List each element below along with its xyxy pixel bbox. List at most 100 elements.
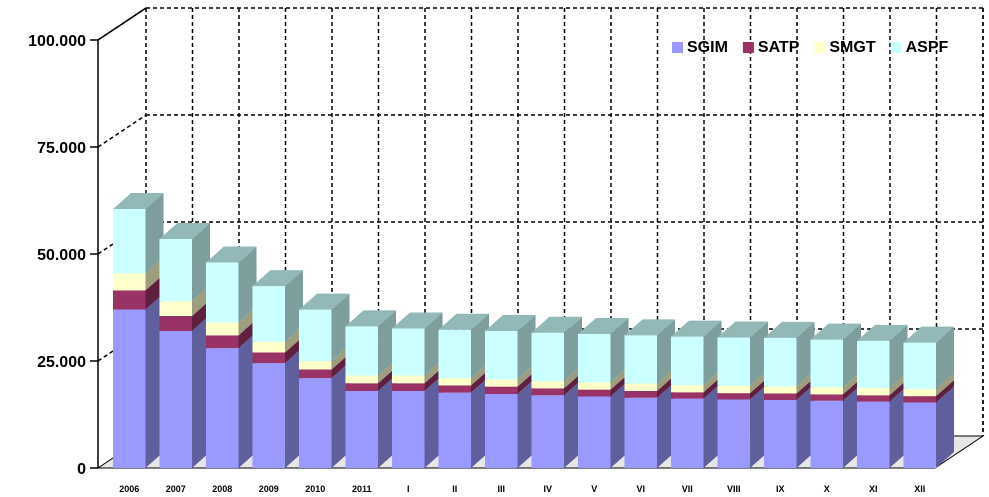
bar-front <box>252 341 286 353</box>
bar-top <box>763 321 815 338</box>
bar-front <box>112 290 146 310</box>
bar-front <box>856 387 890 396</box>
bar-side <box>750 383 769 468</box>
bar-aspf <box>577 318 629 383</box>
bar-side <box>285 336 304 364</box>
x-tick-label: 2008 <box>212 484 232 494</box>
bar-side <box>471 362 490 386</box>
bar-side <box>145 257 164 291</box>
legend-label: SATP <box>758 39 800 56</box>
bar-sgim <box>484 377 536 468</box>
bar-sgim <box>577 380 629 468</box>
bar-front <box>298 378 332 468</box>
bar-front <box>577 389 611 397</box>
bar-aspf <box>205 246 257 323</box>
bar-front <box>763 386 797 394</box>
bar-satp <box>763 377 815 400</box>
bar-smgt <box>345 359 397 384</box>
x-tick-label: 2006 <box>119 484 139 494</box>
bar-smgt <box>298 345 350 370</box>
bar-aspf <box>856 324 908 388</box>
bar-smgt <box>205 306 257 336</box>
bar-front <box>112 309 146 468</box>
chart-legend: SGIM SATP SMGT ASPF <box>672 39 948 56</box>
bar-front <box>298 361 332 370</box>
bar-sgim <box>624 381 676 468</box>
bar-smgt <box>670 368 722 393</box>
bar-side <box>936 380 955 403</box>
bar-side <box>610 366 629 390</box>
bar-front <box>531 388 565 396</box>
bar-side <box>843 323 862 388</box>
bar-sgim <box>391 374 443 468</box>
bar-front <box>624 397 658 468</box>
bar-side <box>238 306 257 336</box>
bar-satp <box>670 376 722 399</box>
bar-satp <box>624 374 676 398</box>
bar-top <box>298 293 350 310</box>
bar-front <box>438 329 472 379</box>
bar-side <box>703 382 722 468</box>
bar-top <box>810 323 862 340</box>
bar-side <box>145 193 164 274</box>
bar-side <box>517 370 536 394</box>
x-tick-label: I <box>407 484 410 494</box>
bar-aspf <box>810 323 862 388</box>
x-tick-label: X <box>824 484 830 494</box>
legend-label: ASPF <box>906 39 949 56</box>
bar-front <box>763 337 797 387</box>
bar-side <box>378 367 397 391</box>
bar-smgt <box>763 370 815 394</box>
bar-front <box>577 334 611 383</box>
bar-front <box>205 322 239 336</box>
x-tick-label: VI <box>636 484 645 494</box>
bar-front <box>298 309 332 361</box>
bar-sgim <box>438 376 490 468</box>
bar-side <box>238 246 257 323</box>
bar-aspf <box>438 313 490 379</box>
legend-label: SMGT <box>829 39 875 56</box>
bar-front <box>159 239 193 302</box>
bar-side <box>471 376 490 468</box>
bar-side <box>610 373 629 397</box>
bar-side <box>285 325 304 353</box>
x-tick-label: 2007 <box>166 484 186 494</box>
bar-front <box>438 392 472 468</box>
bar-front <box>903 396 937 403</box>
bar-side <box>424 359 443 384</box>
bar-front <box>252 363 286 468</box>
x-tick-label: III <box>497 484 505 494</box>
bar-top <box>252 270 304 287</box>
bar-front <box>345 326 379 376</box>
bar-sgim <box>112 293 164 468</box>
bar-side <box>331 293 350 361</box>
bar-side <box>471 313 490 379</box>
legend-swatch <box>672 42 683 53</box>
bar-side <box>238 319 257 349</box>
bar-top <box>717 321 769 338</box>
bar-side <box>285 347 304 468</box>
bar-side <box>378 359 397 384</box>
bar-front <box>531 395 565 468</box>
bar-sgim <box>159 315 211 468</box>
bar-front <box>391 383 425 391</box>
bar-side <box>610 380 629 468</box>
bar-top <box>670 320 722 337</box>
bar-satp <box>484 370 536 394</box>
bar-front <box>438 378 472 386</box>
bar-side <box>331 362 350 468</box>
bar-satp <box>717 377 769 400</box>
bar-side <box>610 318 629 383</box>
bar-sgim <box>345 374 397 468</box>
bar-side <box>145 293 164 468</box>
chart-grid <box>97 7 984 436</box>
bar-aspf <box>345 310 397 376</box>
x-tick-label: IX <box>776 484 785 494</box>
bar-top <box>391 312 443 329</box>
bar-side <box>378 374 397 468</box>
bar-side <box>936 372 955 397</box>
bar-front <box>856 401 890 468</box>
bar-sgim <box>856 385 908 468</box>
y-tick-label: 100.000 <box>28 33 86 50</box>
bar-front <box>484 393 518 468</box>
